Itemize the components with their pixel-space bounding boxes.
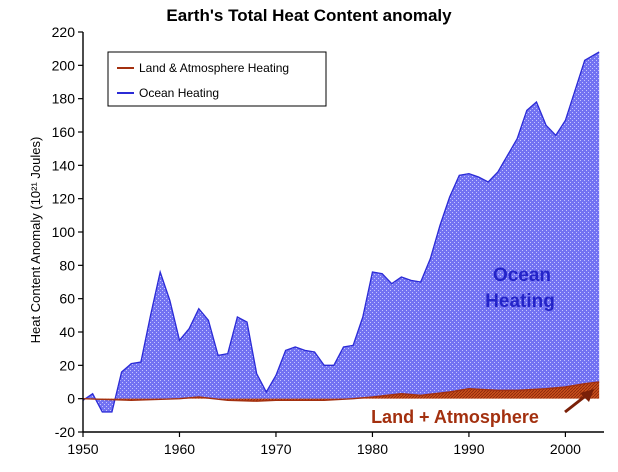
x-tick-label: 1950 xyxy=(67,441,98,457)
legend-label-land: Land & Atmosphere Heating xyxy=(139,61,289,75)
annotation-arrow xyxy=(564,389,594,414)
y-tick-label: 140 xyxy=(52,157,76,173)
y-tick-label: 180 xyxy=(52,91,76,107)
land-atmosphere-line xyxy=(82,381,600,402)
ocean-heating-line xyxy=(82,51,600,413)
y-tick-label: 80 xyxy=(59,257,75,273)
y-tick-label: 60 xyxy=(59,291,75,307)
y-tick-label: 40 xyxy=(59,324,75,340)
y-tick-label: -20 xyxy=(55,424,75,440)
y-tick-label: 200 xyxy=(52,57,76,73)
y-tick-label: 220 xyxy=(52,24,76,40)
x-tick-label: 1990 xyxy=(453,441,484,457)
y-axis-label: Heat Content Anomaly (10²¹ Joules) xyxy=(28,137,43,344)
ticks: -20 0 20 40 60 80 100 120 140 160 180 200 220 1950 196… xyxy=(52,24,582,457)
annotation-ocean: Ocean xyxy=(493,265,551,286)
legend: Land & Atmosphere Heating Ocean Heating xyxy=(107,51,327,107)
y-tick-label: 160 xyxy=(52,124,76,140)
legend-label-ocean: Ocean Heating xyxy=(139,86,219,100)
legend-box xyxy=(107,51,327,107)
x-tick-label: 1960 xyxy=(164,441,195,457)
y-tick-label: 120 xyxy=(52,191,76,207)
x-tick-label: 1970 xyxy=(260,441,291,457)
y-tick-label: 20 xyxy=(59,357,75,373)
ocean-heating-area xyxy=(83,52,600,412)
annotation-heating: Heating xyxy=(485,291,555,312)
x-tick-label: 2000 xyxy=(550,441,581,457)
plot-area xyxy=(82,51,600,413)
chart-title: Earth's Total Heat Content anomaly xyxy=(166,6,452,25)
annotation-land-atmosphere: Land + Atmosphere xyxy=(371,407,539,427)
y-tick-label: 0 xyxy=(67,391,75,407)
x-tick-label: 1980 xyxy=(357,441,388,457)
y-tick-label: 100 xyxy=(52,224,76,240)
land-atmosphere-area xyxy=(83,382,600,402)
